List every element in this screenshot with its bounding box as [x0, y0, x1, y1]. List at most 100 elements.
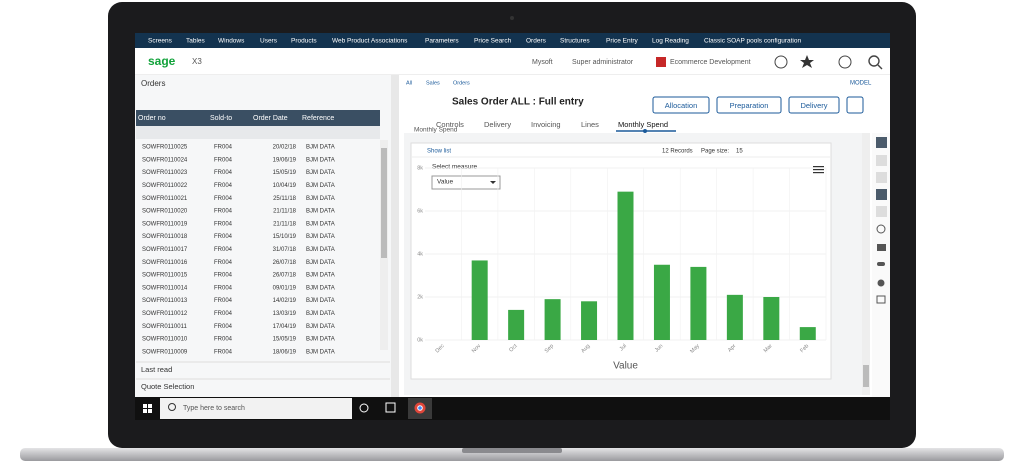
menu-item[interactable]: Structures	[560, 38, 590, 45]
task-view-icon[interactable]	[359, 403, 369, 413]
table-cell[interactable]: SOWFR0110016	[142, 260, 188, 266]
table-cell[interactable]: SOWFR0110013	[142, 298, 188, 304]
comment-icon[interactable]	[877, 279, 885, 287]
start-icon	[148, 409, 152, 413]
page-size[interactable]: 15	[736, 149, 743, 155]
column-header[interactable]: Order no	[138, 115, 166, 122]
print-icon[interactable]	[877, 244, 886, 251]
table-cell[interactable]: SOWFR0110019	[142, 221, 188, 227]
bar	[653, 264, 670, 340]
x-tick-label: Nov	[471, 343, 482, 354]
action-button[interactable]: Preparation	[730, 101, 769, 110]
table-cell: BJM DATA	[306, 273, 335, 279]
tab[interactable]: Delivery	[484, 120, 511, 129]
x-tick-label: Dec	[435, 343, 446, 354]
table-cell: BJM DATA	[306, 337, 335, 343]
attach-icon[interactable]	[877, 262, 885, 266]
table-cell: 15/05/19	[273, 337, 297, 343]
user[interactable]: Super administrator	[572, 59, 634, 66]
button-frame[interactable]	[652, 96, 710, 114]
menu-item[interactable]: Tables	[186, 38, 206, 45]
tool-icon[interactable]	[876, 172, 887, 183]
button-frame[interactable]	[788, 96, 840, 114]
menu-item[interactable]: Price Entry	[606, 38, 639, 45]
table-cell: FR004	[214, 196, 233, 202]
tab[interactable]: Monthly Spend	[618, 120, 668, 129]
menu-item[interactable]: Orders	[526, 38, 547, 45]
tab[interactable]: Invoicing	[531, 120, 561, 129]
table-header	[136, 110, 380, 126]
table-cell: FR004	[214, 247, 233, 253]
tab[interactable]: Controls	[436, 120, 464, 129]
table-cell: FR004	[214, 298, 233, 304]
company[interactable]: Mysoft	[532, 59, 553, 66]
table-cell[interactable]: SOWFR0110010	[142, 337, 188, 343]
table-cell[interactable]: SOWFR0110014	[142, 285, 188, 291]
action-button[interactable]: Allocation	[665, 101, 698, 110]
table-cell: BJM DATA	[306, 209, 335, 215]
start-icon	[143, 409, 147, 413]
x-tick-label: Jul	[619, 343, 628, 352]
table-cell[interactable]: SOWFR0110018	[142, 234, 188, 240]
taskbar-app[interactable]	[385, 402, 396, 413]
table-cell: FR004	[214, 209, 233, 215]
breadcrumb[interactable]: Sales	[426, 80, 440, 86]
section-heading: Monthly Spend	[414, 127, 458, 134]
tool-icon[interactable]	[876, 155, 887, 166]
bar	[617, 191, 634, 340]
menu-item[interactable]: Classic SOAP pools configuration	[704, 38, 801, 45]
table-cell[interactable]: SOWFR0110021	[142, 196, 188, 202]
action-button[interactable]: Delivery	[800, 101, 827, 110]
menu-item[interactable]: Screens	[148, 38, 173, 45]
tool-icon[interactable]	[876, 206, 887, 217]
section-link[interactable]: Last read	[141, 365, 172, 374]
table-cell[interactable]: SOWFR0110022	[142, 183, 188, 189]
share-icon[interactable]	[876, 295, 886, 304]
column-header[interactable]: Order Date	[253, 115, 288, 122]
column-header[interactable]: Sold-to	[210, 115, 232, 122]
taskbar-search[interactable]	[160, 398, 352, 419]
menu-item[interactable]: Parameters	[425, 38, 459, 45]
table-cell: BJM DATA	[306, 285, 335, 291]
start-icon[interactable]	[143, 404, 147, 408]
table-cell[interactable]: SOWFR0110009	[142, 349, 188, 355]
table-cell[interactable]: SOWFR0110012	[142, 311, 188, 317]
menu-item[interactable]: Products	[291, 38, 317, 45]
column-header[interactable]: Reference	[302, 115, 334, 122]
x-tick-label: Mar	[763, 343, 774, 354]
search-icon[interactable]	[868, 55, 880, 67]
table-cell: 26/07/18	[273, 260, 297, 266]
more-button[interactable]	[846, 96, 864, 114]
navigation-icon[interactable]	[838, 55, 852, 69]
table-cell[interactable]: SOWFR0110025	[142, 145, 188, 151]
favorites-icon[interactable]	[800, 55, 814, 68]
section-link[interactable]: Quote Selection	[141, 382, 194, 391]
measure-value[interactable]: Value	[437, 179, 454, 186]
breadcrumb[interactable]: Orders	[453, 80, 470, 86]
table-cell[interactable]: SOWFR0110024	[142, 157, 188, 163]
measure-dropdown[interactable]	[431, 175, 501, 190]
button-frame[interactable]	[716, 96, 782, 114]
tab[interactable]: Lines	[581, 120, 599, 129]
table-cell[interactable]: SOWFR0110023	[142, 170, 188, 176]
menu-item[interactable]: Web Product Associations	[332, 38, 408, 45]
show-list[interactable]: Show list	[427, 149, 451, 155]
table-cell[interactable]: SOWFR0110017	[142, 247, 188, 253]
menu-item[interactable]: Windows	[218, 38, 245, 45]
delete-button[interactable]	[876, 189, 887, 200]
menu-item[interactable]: Users	[260, 38, 278, 45]
table-cell[interactable]: SOWFR0110020	[142, 209, 188, 215]
breadcrumb[interactable]: All	[406, 80, 412, 86]
add-button[interactable]	[876, 137, 887, 148]
table-cell[interactable]: SOWFR0110011	[142, 324, 187, 330]
table-cell[interactable]: SOWFR0110015	[142, 273, 188, 279]
chart-menu-icon[interactable]	[813, 166, 824, 168]
help-icon[interactable]	[774, 55, 788, 69]
refresh-icon[interactable]	[876, 224, 886, 234]
x-tick-label: Sep	[544, 343, 555, 354]
menu-item[interactable]: Price Search	[474, 38, 512, 45]
taskbar-search-text[interactable]: Type here to search	[183, 405, 245, 412]
menu-item[interactable]: Log Reading	[652, 38, 689, 45]
environment[interactable]: Ecommerce Development	[670, 59, 751, 66]
model-label[interactable]: MODEL	[850, 81, 872, 87]
